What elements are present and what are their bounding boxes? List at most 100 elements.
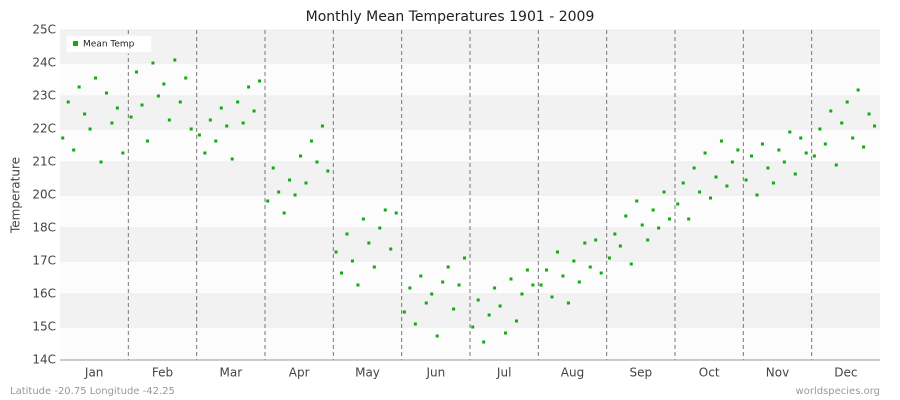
point [304,181,308,185]
point [66,100,70,104]
point [271,166,275,170]
point [640,223,644,227]
y-tick-label: 16C [32,287,56,301]
footer-right: worldspecies.org [796,386,880,397]
x-tick-label: Jul [496,366,511,380]
point [793,172,797,176]
x-tick-label: Oct [699,366,720,380]
point [577,280,581,284]
point [345,232,349,236]
point [219,106,223,110]
point [744,178,748,182]
point [698,190,702,194]
point [241,121,245,125]
point [812,154,816,158]
point [135,70,139,74]
point [687,217,691,221]
point [88,127,92,131]
point [676,202,680,206]
point [788,130,792,134]
point [550,295,554,299]
point [525,268,529,272]
point [430,292,434,296]
point [599,271,603,275]
point [334,250,338,254]
point [777,148,781,152]
point [714,175,718,179]
point [662,190,666,194]
point [856,88,860,92]
point [184,76,188,80]
point [498,304,502,308]
point [236,100,240,104]
y-tick-label: 15C [32,320,56,334]
point [750,154,754,158]
point [607,256,611,260]
x-tick-label: Feb [152,366,173,380]
y-tick-label: 20C [32,188,56,202]
point [121,151,125,155]
point [424,301,428,305]
point [725,184,729,188]
point [493,286,497,290]
point [320,124,324,128]
point [230,157,234,161]
point [266,199,270,203]
point [862,145,866,149]
point [367,241,371,245]
point [588,265,592,269]
point [189,127,193,131]
point [61,136,65,140]
point [104,91,108,95]
point [635,199,639,203]
point [247,85,251,89]
point [156,94,160,98]
point [766,166,770,170]
point [545,268,549,272]
x-tick-label: Dec [834,366,857,380]
point [162,82,166,86]
point [709,196,713,200]
x-tick-label: Sep [630,366,653,380]
point [657,226,661,230]
point [719,139,723,143]
point [561,274,565,278]
point [402,310,406,314]
point [845,100,849,104]
point [140,103,144,107]
point [851,136,855,140]
point [646,238,650,242]
point [771,181,775,185]
legend-box [65,34,153,54]
point [383,208,387,212]
point [446,265,450,269]
point [167,118,171,122]
point [83,112,87,116]
point [356,283,360,287]
point [692,166,696,170]
point [829,109,833,113]
point [583,241,587,245]
point [419,274,423,278]
y-tick-label: 18C [32,221,56,235]
point [555,250,559,254]
point [618,244,622,248]
point [818,127,822,131]
point [299,154,303,158]
point [730,160,734,164]
point [463,256,467,260]
point [282,211,286,215]
point [487,313,491,317]
x-tick-label: Mar [220,366,243,380]
point [840,121,844,125]
point [572,259,576,263]
point [110,121,114,125]
point [613,232,617,236]
point [681,181,685,185]
point [252,109,256,113]
point [197,133,201,137]
point [482,340,486,344]
point [476,298,480,302]
point [77,85,81,89]
x-tick-label: Aug [561,366,584,380]
